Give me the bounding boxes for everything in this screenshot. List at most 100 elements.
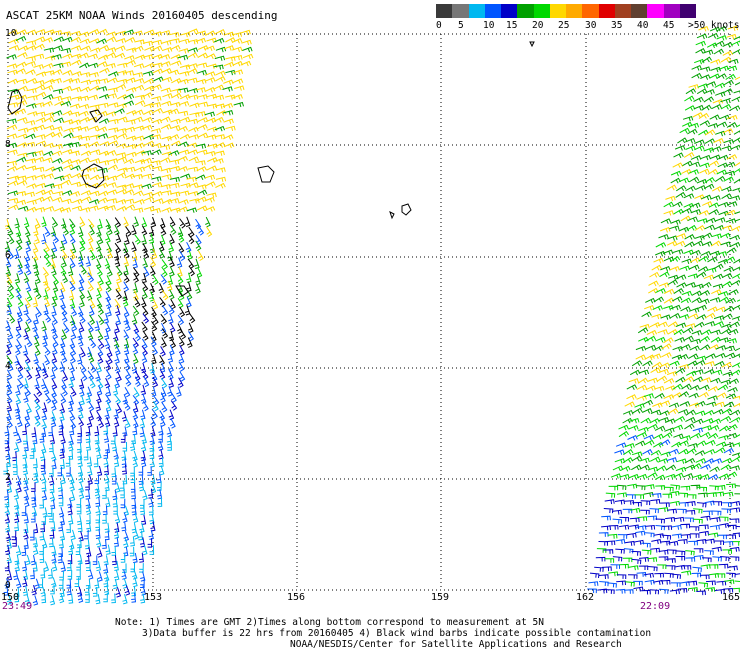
wind-barb [214,55,226,61]
wind-barb [731,316,740,322]
wind-barb [125,86,137,93]
wind-barb [705,587,716,593]
wind-barb [92,555,98,565]
wind-barb [242,53,254,60]
wind-barb [41,410,48,421]
wind-barb [147,466,152,476]
wind-barb [49,512,54,523]
wind-barb [6,304,12,316]
wind-barb [242,46,253,53]
wind-barb [167,441,172,451]
wind-barb [724,256,736,263]
wind-barb [170,118,181,125]
wind-barb [170,88,182,94]
wind-barb [140,441,147,452]
wind-barb [683,152,695,158]
wind-barb [143,266,150,278]
wind-barb [641,542,651,548]
wind-barb [668,402,680,408]
wind-barb [645,385,657,391]
wind-barb [44,281,51,292]
wind-barb [233,101,244,108]
wind-barb [685,145,696,151]
wind-barb [152,314,159,325]
wind-barb [697,218,708,224]
wind-barb [60,179,72,186]
wind-barb [84,554,90,565]
wind-barb [726,154,738,160]
wind-barb [124,376,132,387]
wind-barb [149,457,156,468]
wind-barb [33,473,39,484]
longitude-label: 162 [576,592,595,603]
wind-barb [69,298,76,309]
wind-barb [153,400,159,412]
wind-barb [624,401,635,408]
wind-barb [631,451,643,457]
wind-barb [660,218,672,224]
wind-barb [688,122,700,129]
wind-barb [187,39,199,45]
wind-barb [179,218,186,229]
wind-barb [4,241,11,252]
wind-barb [152,344,158,356]
wind-barb [13,489,20,500]
wind-barb [196,196,207,203]
wind-barb [711,546,722,552]
wind-barb [189,198,200,204]
wind-barb [122,594,128,605]
wind-barb [682,473,694,479]
wind-barb [643,492,654,498]
wind-barb [669,500,681,506]
wind-barb [159,54,171,60]
wind-barb [652,305,663,311]
latitude-label: 2 [5,472,11,483]
wind-barb [97,197,108,204]
wind-barb [33,353,39,365]
wind-barb [721,280,733,287]
wind-barb [722,128,734,134]
wind-barb [123,183,135,189]
wind-barb [179,116,191,123]
wind-barb [704,320,716,327]
wind-barb [17,378,24,389]
wind-barb [107,266,113,277]
wind-barb [80,86,91,93]
wind-barb [670,219,681,225]
wind-barb [619,516,630,522]
wind-barb [7,88,19,95]
wind-barb [87,232,94,244]
wind-barb [134,158,146,165]
wind-barb [732,587,740,593]
wind-barb [35,91,47,98]
wind-barb [680,297,692,304]
wind-barb [693,104,704,111]
wind-barb [17,45,29,52]
wind-barb [60,61,72,67]
wind-barb [105,369,112,380]
wind-barb [133,207,144,213]
wind-barb [642,449,653,455]
wind-barb [24,496,30,508]
wind-barb [9,94,20,100]
wind-barb [52,196,63,203]
wind-barb [678,408,689,415]
wind-barb [704,368,715,375]
wind-barb [655,242,667,248]
wind-barb [685,323,696,329]
wind-barb [77,456,83,468]
wind-barb [231,32,242,38]
latitude-label: 10 [5,28,17,39]
wind-barb [52,281,59,293]
wind-barb [675,191,686,198]
wind-barb [53,62,64,69]
wind-barb [39,498,45,509]
wind-barb [123,248,130,259]
wind-barb [95,441,101,452]
wind-barb [232,78,244,84]
wind-barb [63,132,74,139]
wind-barb [123,306,130,318]
wind-barb [214,142,226,148]
wind-barb [698,582,709,588]
wind-barb [42,94,54,100]
